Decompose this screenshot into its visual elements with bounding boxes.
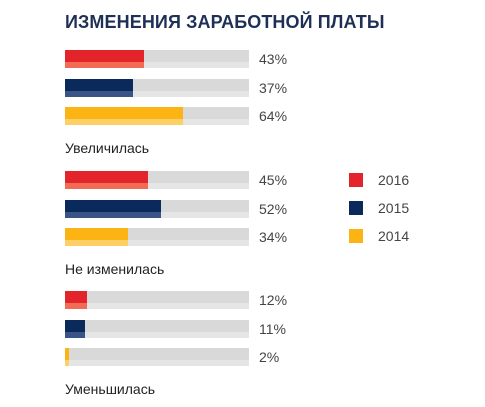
legend-swatch bbox=[349, 229, 363, 243]
bar-2014 bbox=[65, 107, 183, 125]
bar-track bbox=[65, 200, 249, 218]
value-label: 43% bbox=[259, 51, 288, 67]
bar-track bbox=[65, 320, 249, 338]
value-label: 52% bbox=[259, 201, 288, 217]
category-label: Уменьшилась bbox=[65, 381, 156, 397]
bar-2015 bbox=[65, 200, 161, 218]
bar-track bbox=[65, 228, 249, 246]
legend-swatch bbox=[349, 173, 363, 187]
legend-swatch bbox=[349, 201, 363, 215]
value-label: 12% bbox=[259, 292, 288, 308]
bar-track bbox=[65, 291, 249, 309]
bar-2014 bbox=[65, 228, 128, 246]
category-label: Не изменилась bbox=[65, 261, 165, 277]
value-label: 2% bbox=[259, 349, 280, 365]
chart-title: ИЗМЕНЕНИЯ ЗАРАБОТНОЙ ПЛАТЫ bbox=[65, 12, 385, 32]
bar-track bbox=[65, 79, 249, 97]
legend-label: 2016 bbox=[378, 172, 410, 188]
value-label: 64% bbox=[259, 108, 288, 124]
bar-2016 bbox=[65, 291, 88, 309]
legend-label: 2015 bbox=[378, 200, 410, 216]
bar-track bbox=[65, 171, 249, 189]
value-label: 37% bbox=[259, 80, 288, 96]
bar-track bbox=[65, 50, 249, 68]
bar-2015 bbox=[65, 79, 134, 97]
bar-2016 bbox=[65, 171, 148, 189]
bar-2015 bbox=[65, 320, 86, 338]
value-label: 45% bbox=[259, 172, 288, 188]
bar-2016 bbox=[65, 50, 145, 68]
legend-label: 2014 bbox=[378, 228, 410, 244]
bar-track bbox=[65, 107, 249, 125]
value-label: 34% bbox=[259, 229, 288, 245]
value-label: 11% bbox=[259, 321, 286, 337]
category-label: Увеличилась bbox=[65, 140, 150, 156]
bar-track bbox=[65, 348, 249, 366]
bar-2014 bbox=[65, 348, 69, 366]
